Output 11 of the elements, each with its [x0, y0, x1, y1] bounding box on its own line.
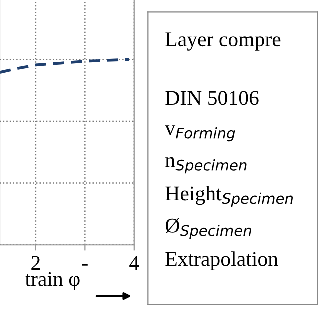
- x-tick-label: 2: [32, 256, 40, 270]
- text: Layer compre: [166, 32, 281, 51]
- text: DIN 50106: [166, 91, 259, 106]
- text: n$_{Specimen}$: [166, 157, 247, 174]
- text: Extrapolation: [166, 252, 278, 270]
- text: Height$_{Specimen}$: [166, 186, 294, 208]
- text: v$_{Forming}$: [165, 126, 236, 142]
- x-axis-title: train φ: [25, 272, 80, 291]
- x-tick-label: 4: [130, 256, 140, 270]
- x-tick-label: -: [82, 264, 88, 266]
- text: Ø$_{Specimen}$: [166, 218, 252, 240]
